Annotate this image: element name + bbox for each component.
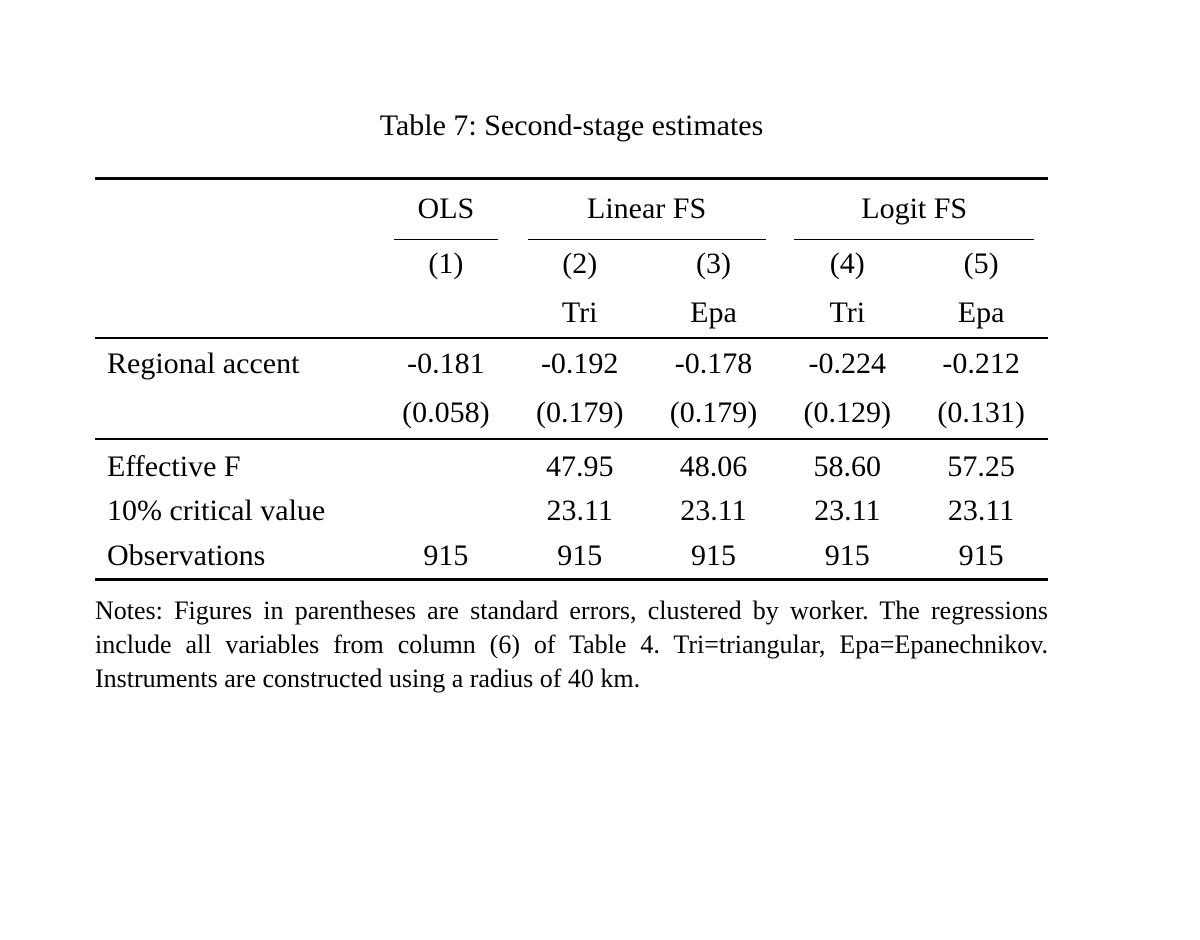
table-cell: (0.179) (535, 396, 624, 430)
table-cell: 47.95 (545, 450, 614, 484)
column-group-linear-fs: Linear FS (513, 180, 781, 240)
table-cell: 58.60 (813, 450, 882, 484)
table-cell (379, 445, 513, 489)
table-cell: (0.131) (937, 396, 1025, 430)
table-cell: 915 (557, 538, 603, 572)
table-section-statistics: Effective F 47.95 48.06 58.60 57.25 10% … (95, 440, 1048, 578)
column-group-label-logit-fs: Logit FS (861, 192, 968, 226)
group-underline-ols (393, 238, 498, 240)
table-cell: (0.058) (402, 396, 490, 430)
table-row-critical-value: 10% critical value 23.11 23.11 23.11 23.… (95, 489, 1048, 533)
table-cell: 57.25 (947, 450, 1015, 484)
table-row-observations: Observations 915 915 915 915 915 (95, 534, 1048, 578)
column-group-label-ols: OLS (417, 192, 475, 226)
table-cell: (0.129) (803, 396, 892, 430)
table-notes: Notes: Figures in parentheses are standa… (95, 596, 1048, 693)
group-underline-linear-fs (527, 238, 766, 240)
header-spacer (95, 180, 379, 240)
column-number-5: (5) (963, 247, 999, 280)
table-cell: -0.224 (808, 346, 887, 380)
table-cell: -0.178 (674, 346, 753, 380)
table-cell: 915 (958, 538, 1004, 572)
table-cell: 915 (690, 538, 736, 572)
table-cell: 23.11 (947, 494, 1015, 528)
row-label: Observations (107, 538, 266, 572)
column-kernel-2: Tri (561, 295, 598, 329)
table-cell: 23.11 (814, 494, 881, 528)
column-group-logit-fs: Logit FS (780, 180, 1048, 240)
header-spacer (95, 240, 379, 288)
header-spacer (95, 288, 379, 337)
column-group-label-linear-fs: Linear FS (587, 192, 707, 226)
table-cell: 915 (824, 538, 870, 572)
table-cell: -0.212 (942, 346, 1020, 380)
column-kernel-3: Epa (690, 295, 737, 329)
table-cell: -0.181 (407, 346, 485, 380)
table-cell: -0.192 (540, 346, 619, 380)
table-cell (379, 489, 513, 533)
table: OLS Linear FS Logit FS (1) (2) (3) (4) (95, 177, 1048, 581)
table-header-groups: OLS Linear FS Logit FS (95, 180, 1048, 240)
row-label (95, 389, 379, 439)
table-cell: (0.179) (669, 396, 758, 430)
column-number-2: (2) (562, 247, 598, 280)
table-title: Table 7: Second-stage estimates (379, 109, 764, 142)
table-cell: 23.11 (680, 494, 747, 528)
table-header-numbers: (1) (2) (3) (4) (5) (95, 240, 1048, 288)
row-label: Effective F (107, 450, 241, 484)
column-kernel-1 (379, 288, 513, 337)
column-number-1: (1) (428, 247, 464, 280)
column-number-4: (4) (829, 247, 865, 280)
table-row-effective-f: Effective F 47.95 48.06 58.60 57.25 (95, 445, 1048, 489)
table-section-coefficients: Regional accent -0.181 -0.192 -0.178 -0.… (95, 337, 1048, 440)
table-row-regional-accent: Regional accent -0.181 -0.192 -0.178 -0.… (95, 339, 1048, 389)
document-table: Table 7: Second-stage estimates OLS Line… (95, 108, 1048, 696)
table-cell: 915 (423, 538, 469, 572)
column-kernel-4: Tri (829, 295, 866, 329)
table-cell: 23.11 (546, 494, 613, 528)
table-row-standard-errors: (0.058) (0.179) (0.179) (0.129) (0.131) (95, 389, 1048, 439)
row-label: 10% critical value (107, 494, 326, 528)
column-kernel-5: Epa (957, 295, 1005, 329)
column-group-ols: OLS (379, 180, 513, 240)
row-label: Regional accent (107, 346, 300, 380)
table-header-kernels: Tri Epa Tri Epa (95, 288, 1048, 337)
group-underline-logit-fs (794, 238, 1035, 240)
page: Table 7: Second-stage estimates OLS Line… (0, 108, 1200, 940)
table-cell: 48.06 (679, 450, 748, 484)
column-number-3: (3) (696, 247, 731, 280)
